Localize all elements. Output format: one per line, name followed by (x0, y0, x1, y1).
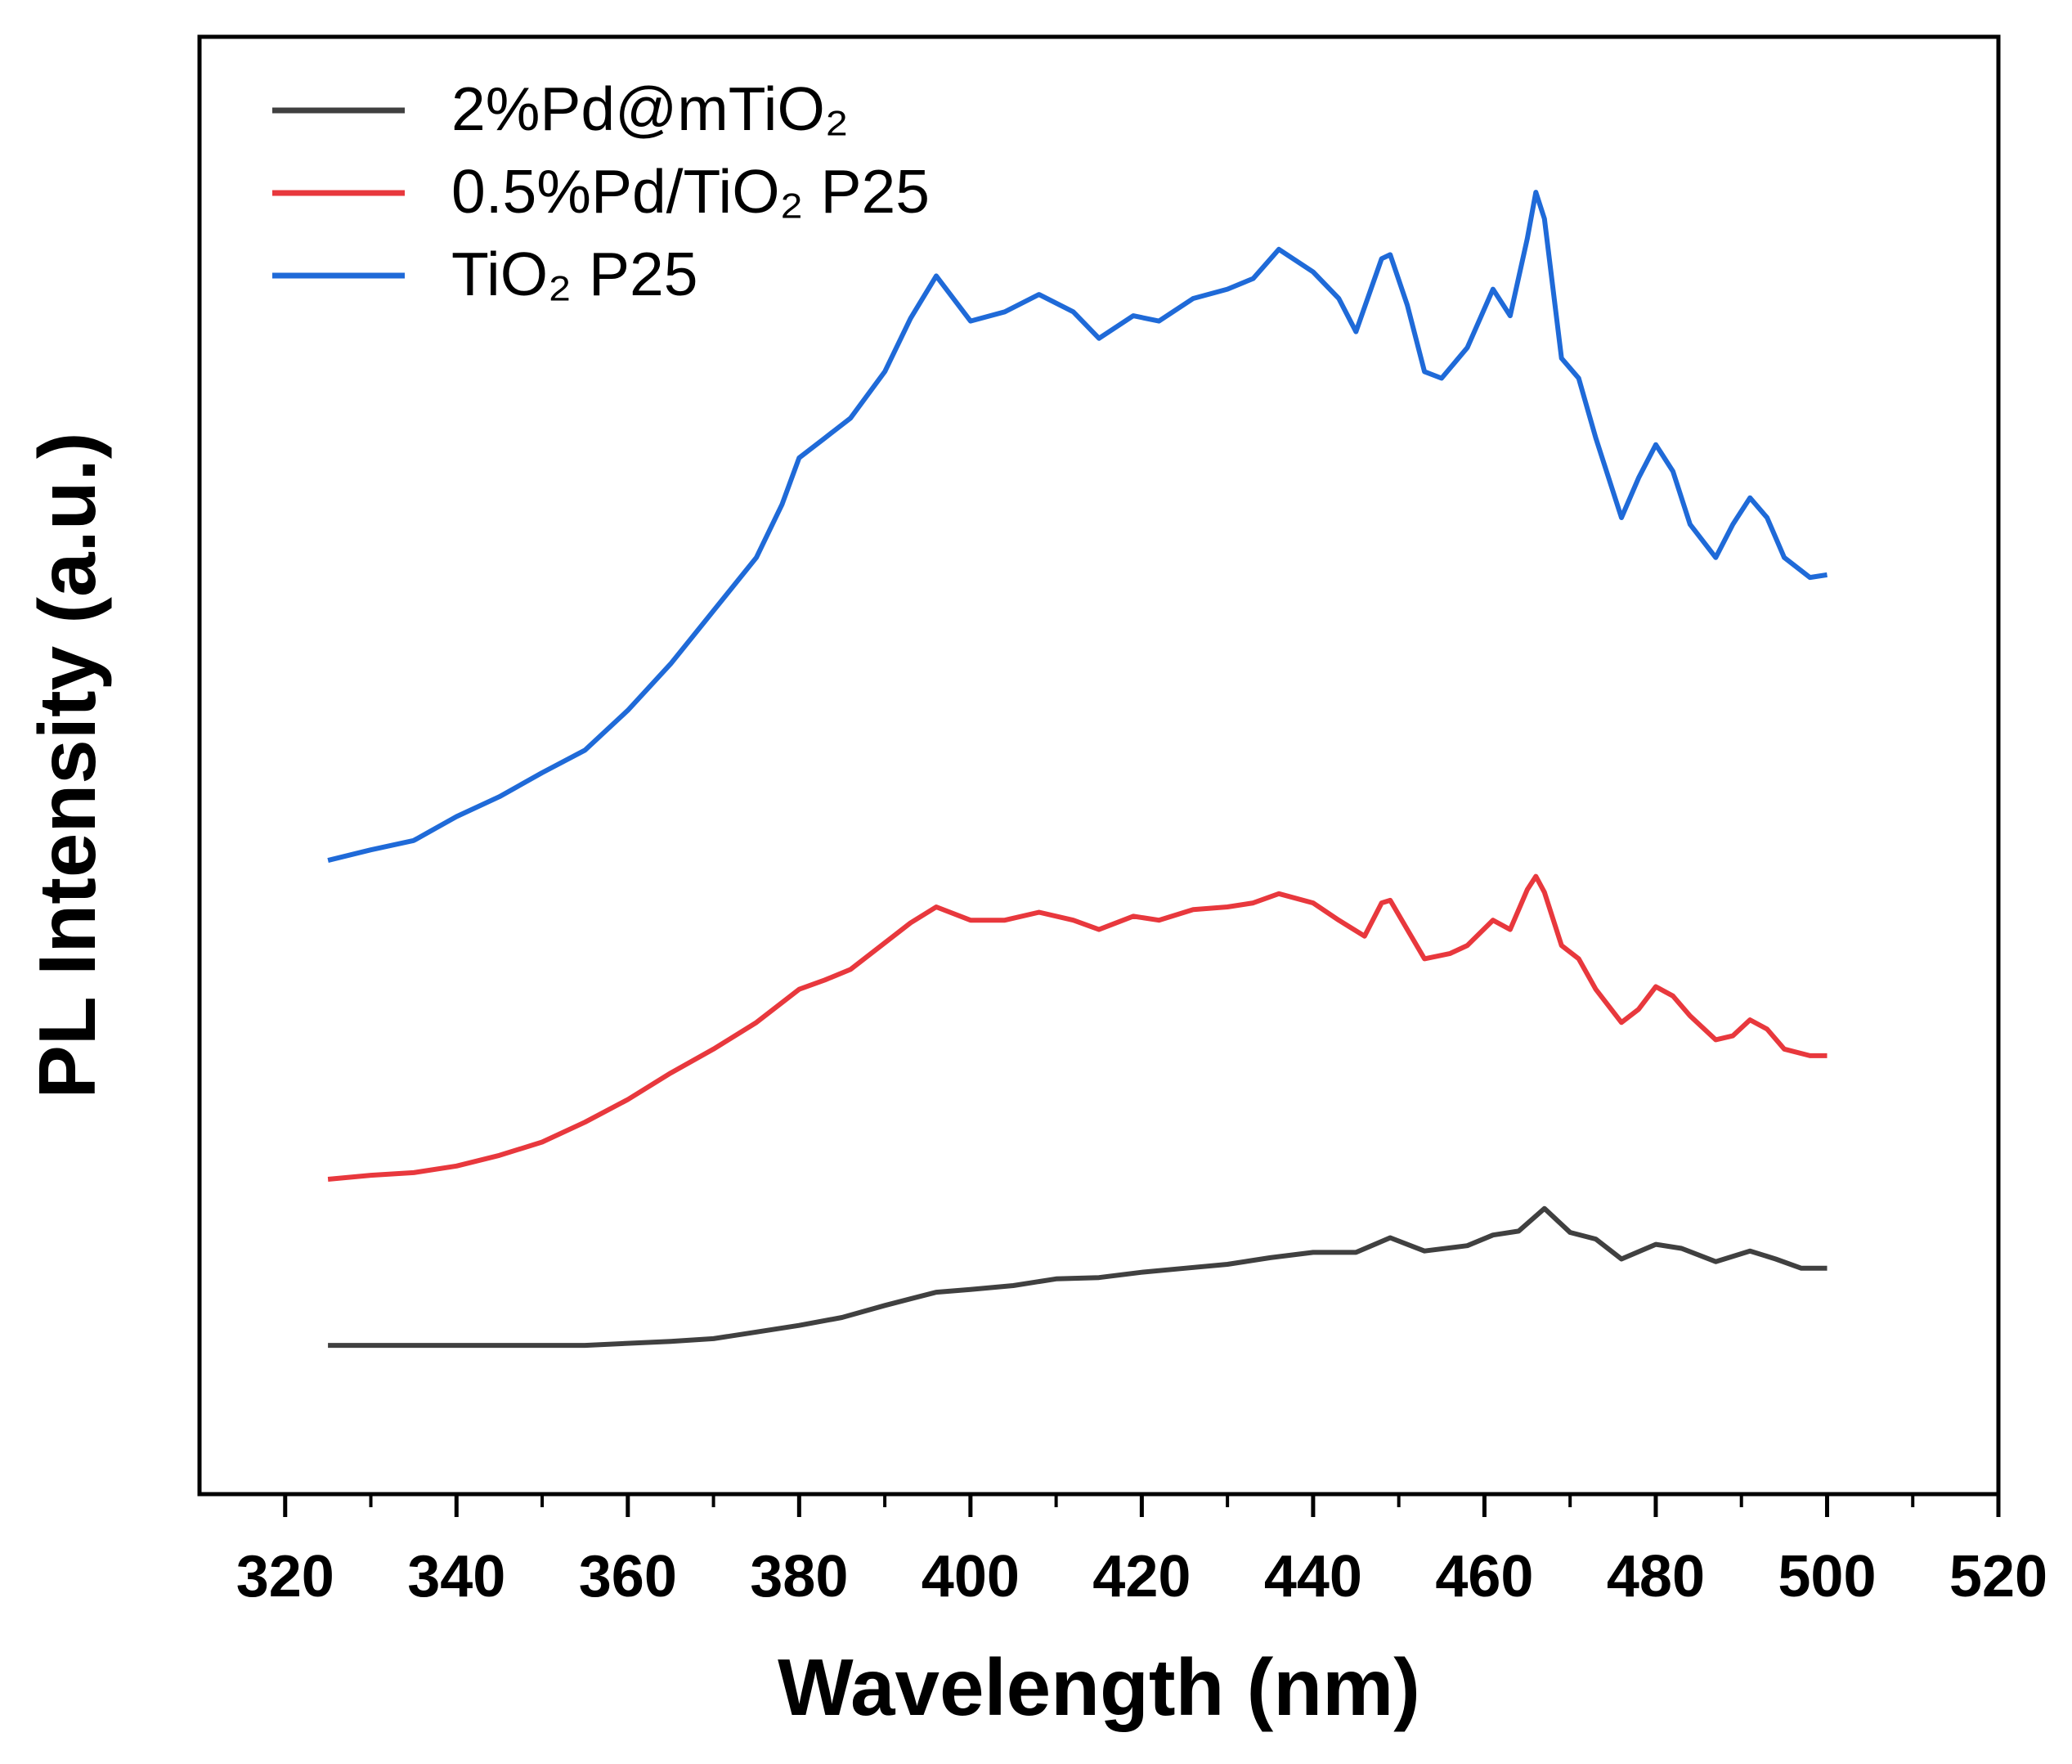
series-line (327, 190, 1828, 864)
x-tick-label: 320 (236, 1544, 334, 1609)
x-tick-label: 380 (750, 1544, 848, 1609)
x-tick-label: 440 (1264, 1544, 1362, 1609)
x-tick-label: 340 (407, 1544, 505, 1609)
legend-label: 0.5%Pd/TiO₂ P25 (451, 157, 930, 226)
y-axis-title: PL Intensity (a.u.) (22, 433, 112, 1099)
plot-frame (197, 34, 2001, 1497)
series-line (327, 873, 1828, 1182)
legend-label: TiO₂ P25 (451, 240, 697, 308)
x-tick-label: 520 (1949, 1544, 2047, 1609)
x-tick-label: 360 (579, 1544, 677, 1609)
x-tick-label: 400 (922, 1544, 1020, 1609)
legend-label: 2%Pd@mTiO₂ (451, 74, 849, 143)
series-line (328, 1205, 1828, 1349)
x-tick-label: 500 (1778, 1544, 1876, 1609)
x-tick-label: 480 (1607, 1544, 1705, 1609)
x-tick-label: 420 (1092, 1544, 1191, 1609)
x-axis-title: Wavelength (nm) (778, 1642, 1420, 1732)
x-tick-label: 460 (1435, 1544, 1533, 1609)
